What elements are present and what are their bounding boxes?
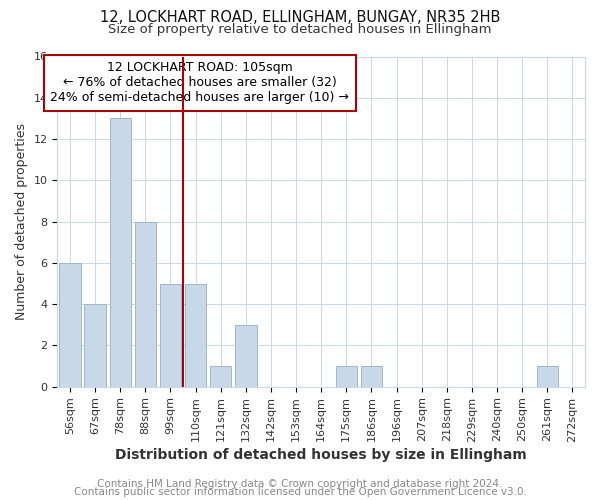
Bar	[134, 222, 156, 386]
Bar	[210, 366, 232, 386]
Text: Contains public sector information licensed under the Open Government Licence v3: Contains public sector information licen…	[74, 487, 526, 497]
Text: Size of property relative to detached houses in Ellingham: Size of property relative to detached ho…	[108, 22, 492, 36]
Text: 12, LOCKHART ROAD, ELLINGHAM, BUNGAY, NR35 2HB: 12, LOCKHART ROAD, ELLINGHAM, BUNGAY, NR…	[100, 10, 500, 25]
Text: 12 LOCKHART ROAD: 105sqm
← 76% of detached houses are smaller (32)
24% of semi-d: 12 LOCKHART ROAD: 105sqm ← 76% of detach…	[50, 62, 349, 104]
Bar	[361, 366, 382, 386]
Y-axis label: Number of detached properties: Number of detached properties	[15, 123, 28, 320]
Bar	[335, 366, 357, 386]
Bar	[110, 118, 131, 386]
Bar	[160, 284, 181, 387]
Bar	[185, 284, 206, 387]
Bar	[59, 263, 80, 386]
Bar	[235, 325, 257, 386]
Bar	[536, 366, 558, 386]
Text: Contains HM Land Registry data © Crown copyright and database right 2024.: Contains HM Land Registry data © Crown c…	[97, 479, 503, 489]
X-axis label: Distribution of detached houses by size in Ellingham: Distribution of detached houses by size …	[115, 448, 527, 462]
Bar	[85, 304, 106, 386]
